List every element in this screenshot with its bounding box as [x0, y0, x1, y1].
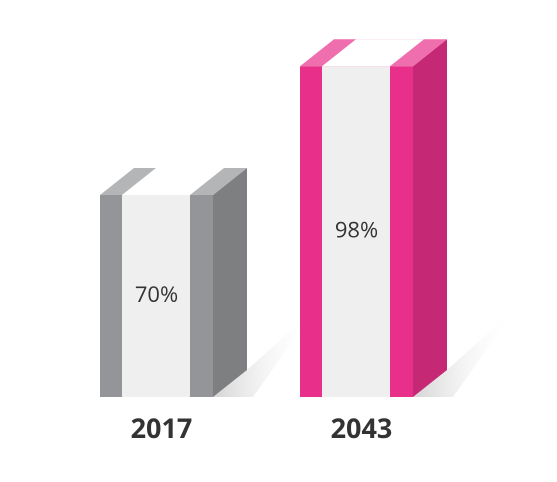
x-tick-label: 2017	[131, 409, 193, 446]
bar-shadow	[213, 307, 317, 397]
bar-side	[413, 39, 447, 397]
bar	[100, 168, 247, 397]
bar-stripe	[322, 66, 390, 397]
bar-stripe	[122, 195, 190, 397]
bar-top-stripe	[122, 168, 224, 195]
bar-top-stripe	[322, 39, 424, 67]
bar-side	[213, 168, 247, 397]
bar-shadow	[413, 307, 517, 397]
value-label: 70%	[135, 279, 178, 309]
bar	[300, 39, 447, 397]
value-label: 98%	[335, 214, 378, 244]
x-tick-label: 2043	[331, 409, 393, 446]
